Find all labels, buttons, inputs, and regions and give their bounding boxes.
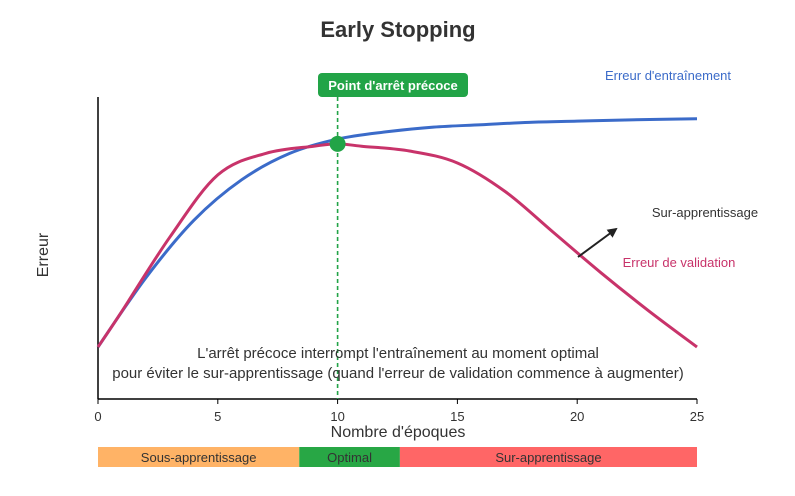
phase-label: Sous-apprentissage (141, 450, 257, 465)
x-tick-label: 10 (330, 409, 344, 424)
x-tick-label: 0 (94, 409, 101, 424)
chart-title: Early Stopping (320, 17, 475, 42)
x-tick-label: 15 (450, 409, 464, 424)
phase-segment (98, 447, 300, 467)
phase-label: Optimal (327, 450, 372, 465)
validation-error-curve (96, 142, 698, 349)
validation-error-label: Erreur de validation (623, 255, 736, 270)
note-line-1: L'arrêt précoce interrompt l'entraînemen… (197, 345, 599, 362)
x-tick-label: 25 (690, 409, 704, 424)
training-error-curve (96, 117, 698, 348)
stop-badge (318, 73, 468, 97)
training-error-label: Erreur d'entraînement (605, 68, 731, 83)
note-line-2: pour éviter le sur-apprentissage (quand … (112, 365, 684, 382)
x-tick-label: 20 (570, 409, 584, 424)
x-axis-ticks: 0 5 10 15 20 25 (94, 399, 704, 424)
y-axis-label: Erreur (35, 232, 52, 277)
x-tick-label: 5 (214, 409, 221, 424)
early-stop-point (329, 135, 346, 152)
phase-segment (299, 447, 400, 467)
phase-segment (399, 447, 697, 467)
x-axis-label: Nombre d'époques (331, 424, 466, 441)
overfitting-arrow (577, 227, 618, 258)
overfitting-label: Sur-apprentissage (652, 205, 758, 220)
phase-label: Sur-apprentissage (495, 450, 601, 465)
phase-bar: Sous-apprentissage Optimal Sur-apprentissa… (98, 447, 697, 467)
stop-badge-label: Point d'arrêt précoce (328, 78, 458, 93)
